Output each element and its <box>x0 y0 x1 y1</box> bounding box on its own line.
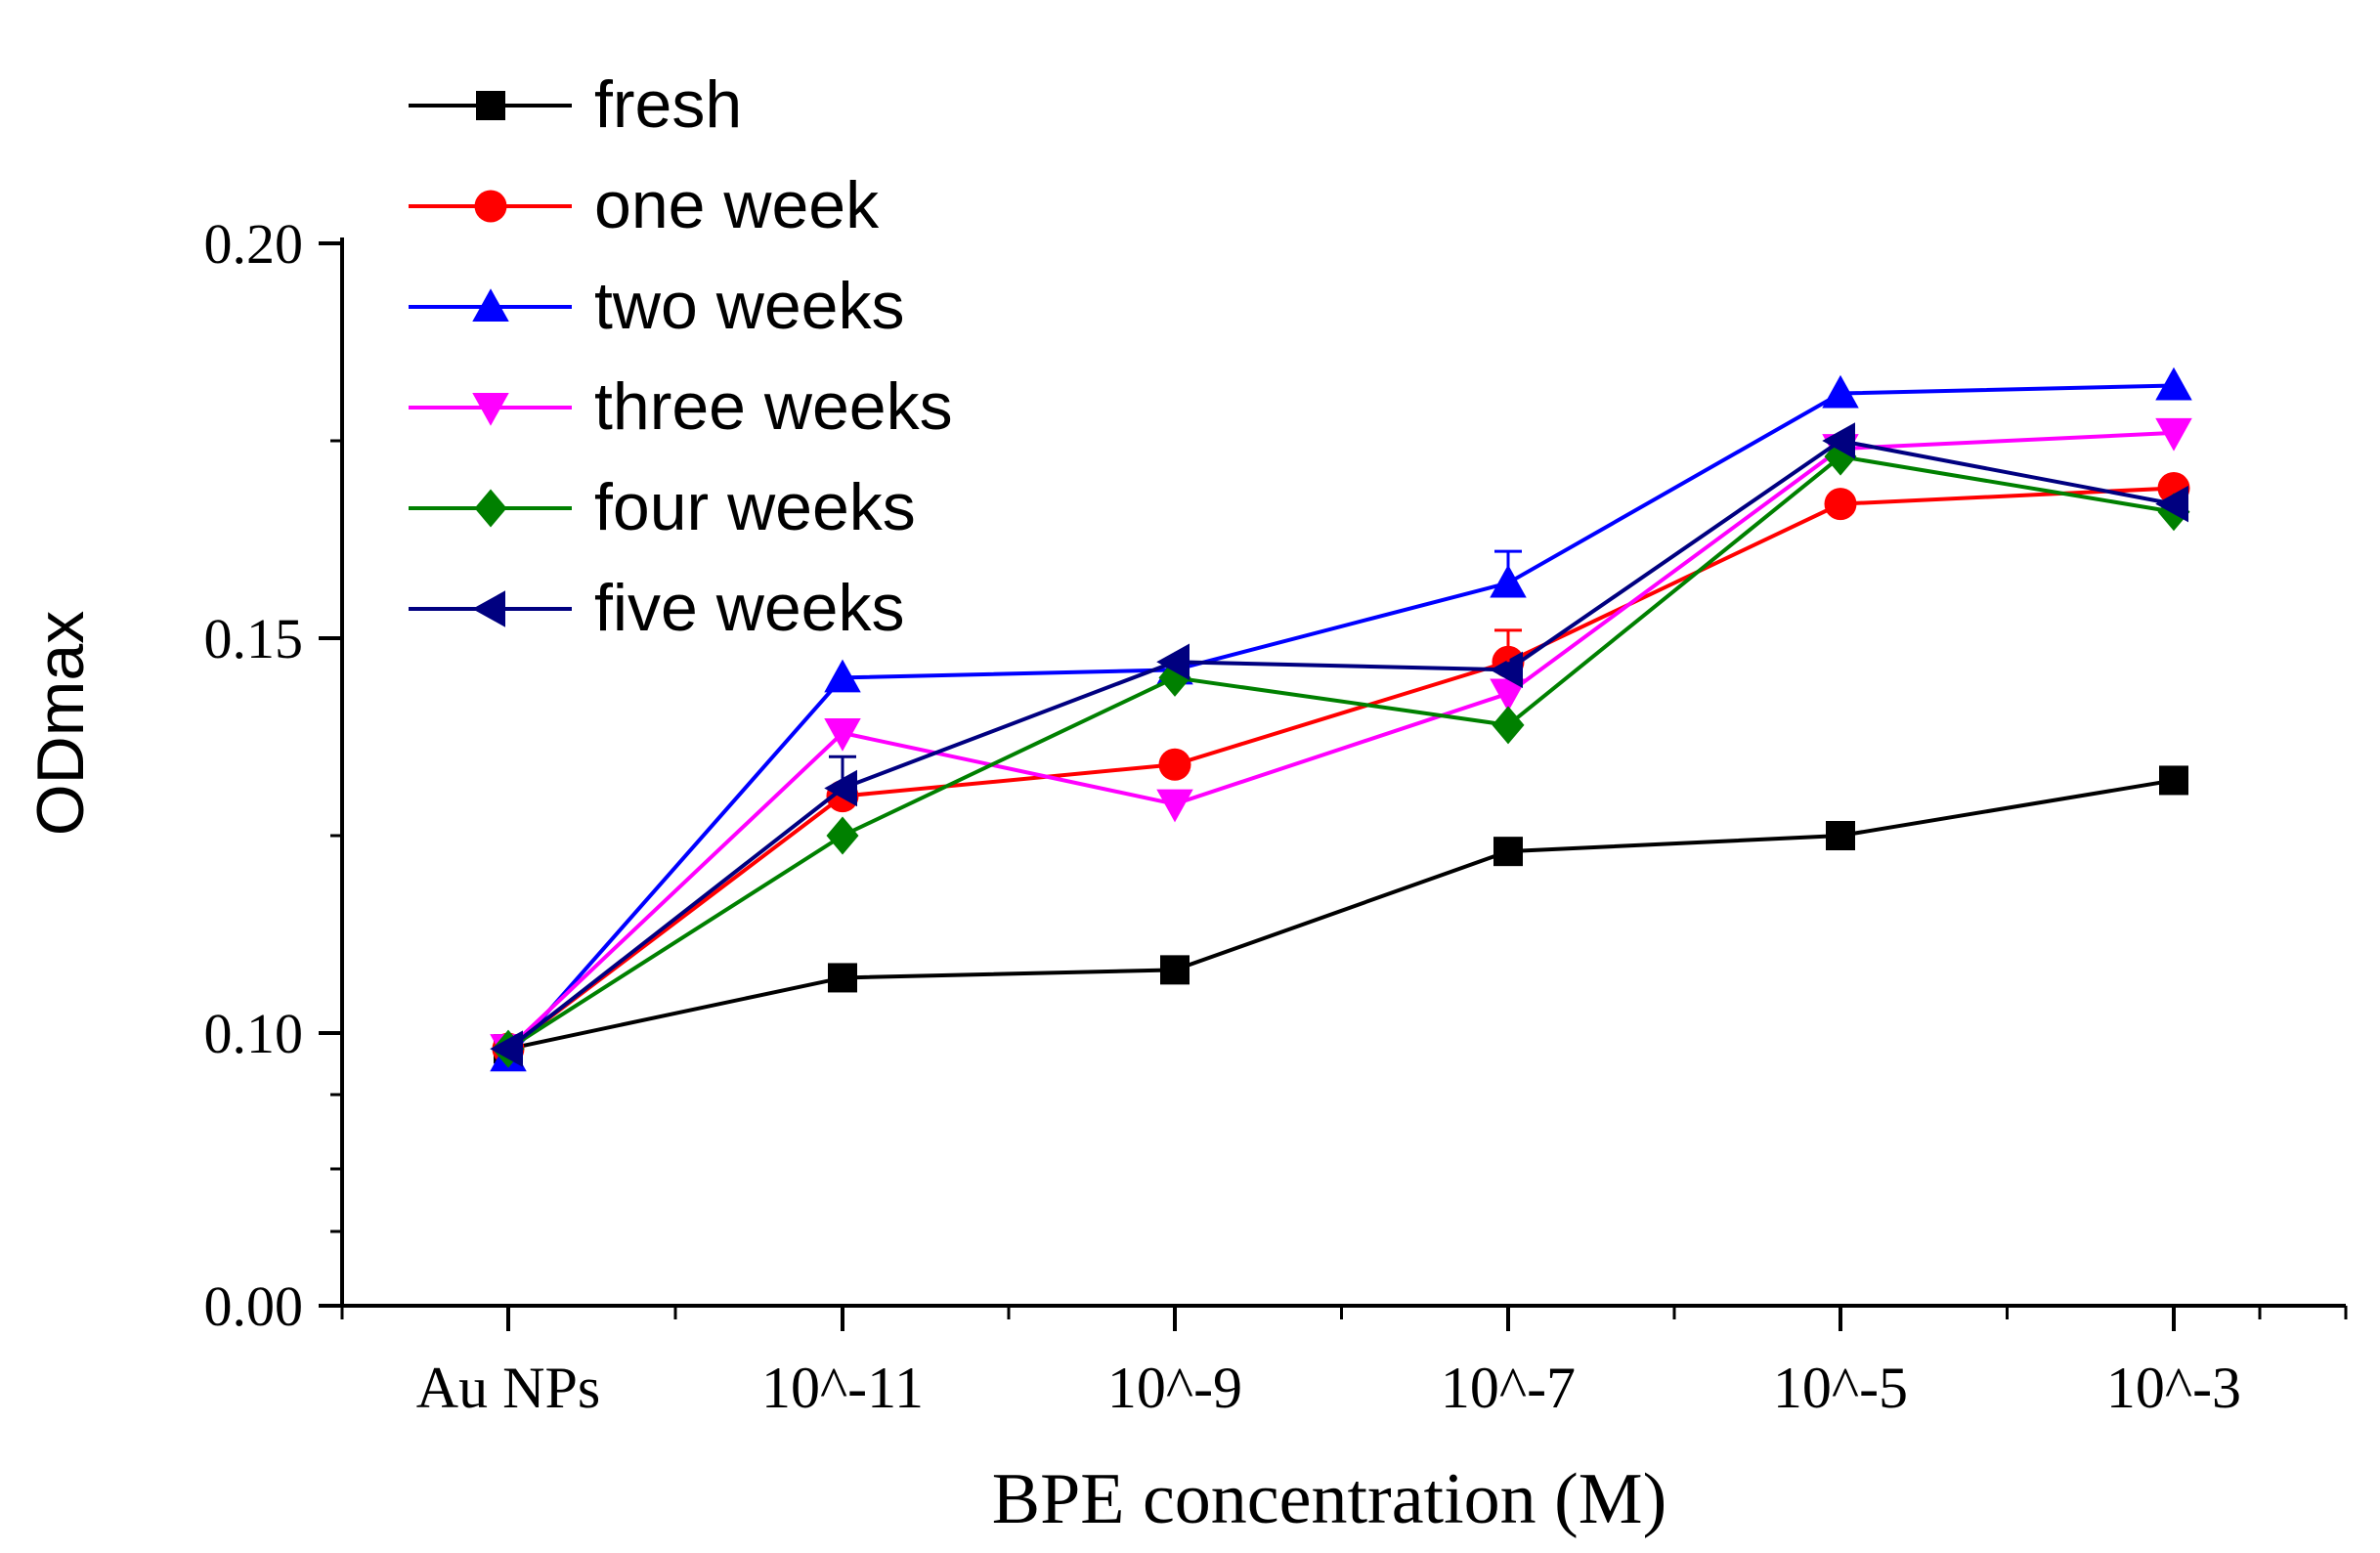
data-point <box>490 1030 523 1067</box>
data-point <box>824 769 857 807</box>
series-line <box>506 383 2175 1058</box>
x-tick-label: 10^-9 <box>1107 1356 1242 1420</box>
x-tick-label: 10^-5 <box>1773 1356 1908 1420</box>
y-tick-label: 0.20 <box>204 212 304 276</box>
legend-label: three weeks <box>594 369 953 444</box>
y-axis-label: ODmax <box>23 611 98 836</box>
series-one-week <box>492 471 2190 1065</box>
data-point <box>1826 821 1855 850</box>
data-point <box>1492 706 1525 745</box>
data-point <box>1824 488 1857 521</box>
data-point <box>1822 374 1859 409</box>
data-point <box>824 717 861 752</box>
data-point <box>1493 837 1523 867</box>
series-group <box>490 367 2192 1072</box>
legend-item: fresh <box>409 67 742 142</box>
x-tick-label: 10^-3 <box>2106 1356 2241 1420</box>
data-point <box>2155 417 2192 452</box>
data-point <box>2155 485 2188 523</box>
data-point <box>826 816 859 855</box>
legend-item: three weeks <box>409 369 953 444</box>
data-point <box>1490 678 1527 712</box>
legend-item: five weeks <box>409 571 904 645</box>
legend-marker <box>474 489 507 528</box>
legend-item: one week <box>409 168 880 242</box>
legend-label: two weeks <box>594 269 904 343</box>
y-tick-label: 0.15 <box>204 607 304 670</box>
legend-label: fresh <box>594 67 742 142</box>
data-point <box>1156 789 1193 823</box>
legend-label: one week <box>594 168 880 242</box>
legend-item: two weeks <box>409 269 904 343</box>
series-line <box>506 438 2175 1051</box>
x-tick-label: Au NPs <box>416 1356 600 1420</box>
y-tick-label: 0.00 <box>204 1274 304 1338</box>
y-tick-label: 0.10 <box>204 1002 304 1065</box>
series-fresh <box>494 765 2188 1064</box>
legend-item: four weeks <box>409 470 916 544</box>
data-point <box>824 659 861 693</box>
legend: fresh one week two weeks three weeks four we… <box>409 67 953 645</box>
data-point <box>2159 765 2188 796</box>
error-bars <box>829 549 1522 789</box>
data-point <box>2155 367 2192 401</box>
axes: 0.00 0.10 0.15 0.20 Au NPs 10^-11 10^-9 10^-7 10… <box>204 212 2348 1420</box>
data-point <box>1156 643 1190 680</box>
data-point <box>1822 422 1855 459</box>
series-line <box>506 454 2175 1051</box>
data-point <box>1160 955 1190 985</box>
series-line <box>507 778 2175 1052</box>
legend-marker <box>476 91 505 120</box>
data-point <box>828 963 857 993</box>
legend-marker <box>472 288 509 322</box>
series-line <box>506 430 2175 1051</box>
legend-marker <box>472 590 505 627</box>
legend-label: five weeks <box>594 571 904 645</box>
x-axis-label: BPE concentration (M) <box>992 1459 1667 1539</box>
x-tick-label: 10^-7 <box>1441 1356 1576 1420</box>
legend-marker <box>474 190 507 223</box>
series-line <box>506 486 2175 1051</box>
series-five-weeks <box>490 422 2188 1067</box>
x-tick-label: 10^-11 <box>761 1356 924 1420</box>
legend-label: four weeks <box>594 470 916 544</box>
data-point <box>1158 748 1191 781</box>
data-point <box>1490 651 1523 689</box>
legend-marker <box>472 393 509 426</box>
